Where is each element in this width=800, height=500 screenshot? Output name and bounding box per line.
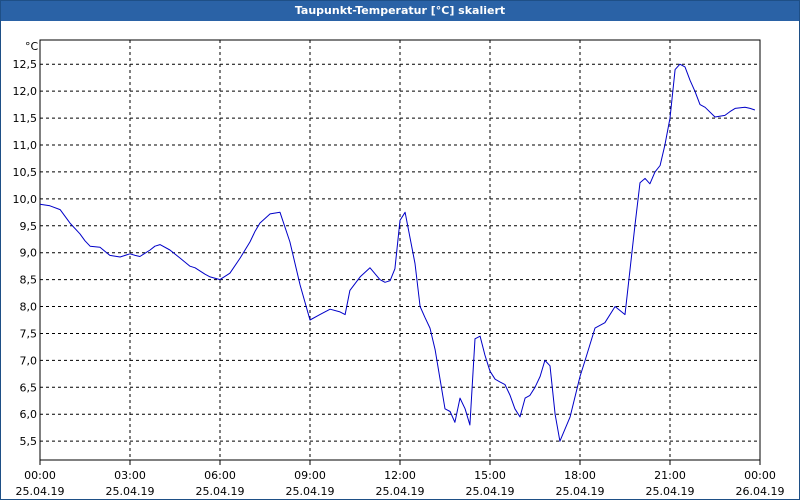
y-tick-label: 11,0 — [13, 139, 38, 152]
y-tick-label: 12,0 — [13, 85, 38, 98]
x-tick-time: 00:00 — [24, 469, 56, 482]
x-tick-time: 12:00 — [384, 469, 416, 482]
y-tick-label: 9,0 — [20, 247, 38, 260]
y-tick-label: 8,5 — [20, 274, 38, 287]
x-tick-time: 15:00 — [474, 469, 506, 482]
x-tick-time: 00:00 — [744, 469, 776, 482]
x-tick-date: 25.04.19 — [376, 485, 425, 498]
x-tick-date: 25.04.19 — [106, 485, 155, 498]
y-tick-label: 6,0 — [20, 408, 38, 421]
plot-frame — [39, 39, 761, 461]
y-tick-label: 7,5 — [20, 327, 38, 340]
grid — [40, 40, 760, 460]
window-title: Taupunkt-Temperatur [°C] skaliert — [1, 1, 799, 21]
x-tick-date: 25.04.19 — [646, 485, 695, 498]
axes — [39, 39, 761, 465]
y-tick-label: 7,0 — [20, 354, 38, 367]
x-tick-time: 09:00 — [294, 469, 326, 482]
x-tick-time: 03:00 — [114, 469, 146, 482]
x-tick-date: 26.04.19 — [736, 485, 785, 498]
tick-labels: °C 12,5 12,0 11,5 11,0 10,5 10,0 9,5 9,0 8,5 8,0 7… — [13, 40, 785, 498]
y-tick-label: 6,5 — [20, 381, 38, 394]
y-tick-label: 12,5 — [13, 58, 38, 71]
series-line — [39, 63, 756, 442]
x-tick-date: 25.04.19 — [286, 485, 335, 498]
x-tick-time: 18:00 — [564, 469, 596, 482]
y-tick-label: 9,5 — [20, 220, 38, 233]
series — [39, 63, 756, 442]
x-tick-time: 06:00 — [204, 469, 236, 482]
x-tick-date: 25.04.19 — [556, 485, 605, 498]
x-tick-date: 25.04.19 — [16, 485, 65, 498]
y-axis-unit-label: °C — [25, 40, 39, 53]
y-tick-label: 5,5 — [20, 435, 38, 448]
x-tick-date: 25.04.19 — [466, 485, 515, 498]
x-tick-date: 25.04.19 — [196, 485, 245, 498]
y-tick-label: 10,0 — [13, 193, 38, 206]
x-tick-time: 21:00 — [654, 469, 686, 482]
y-tick-label: 10,5 — [13, 166, 38, 179]
y-tick-label: 8,0 — [20, 301, 38, 314]
y-tick-label: 11,5 — [13, 112, 38, 125]
